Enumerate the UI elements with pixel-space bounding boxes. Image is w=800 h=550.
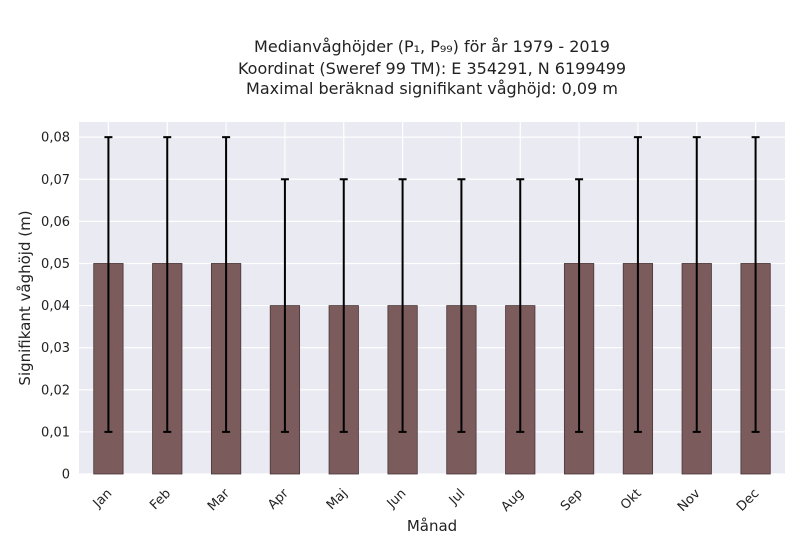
- error-bar-dec: [751, 136, 760, 433]
- error-bar-jun: [398, 178, 407, 433]
- y-tick-labels: 0 0,01 0,02 0,03 0,04 0,05 0,06 0,07 0,08: [41, 131, 70, 483]
- y-tick-label: 0: [62, 468, 70, 483]
- error-bar-jan: [104, 136, 113, 433]
- x-tick-label: Okt: [618, 486, 645, 513]
- x-axis-label: Månad: [407, 517, 457, 535]
- y-tick-label: 0,08: [41, 131, 70, 146]
- x-tick-label: Dec: [734, 486, 762, 514]
- chart-title-line-3: Maximal beräknad signifikant våghöjd: 0,…: [246, 79, 618, 98]
- error-bar-jul: [457, 178, 466, 433]
- error-bar-mar: [222, 136, 231, 433]
- x-tick-label: Jun: [384, 486, 410, 512]
- error-bar-nov: [692, 136, 701, 433]
- y-tick-label: 0,03: [41, 341, 70, 356]
- y-tick-label: 0,07: [41, 173, 70, 188]
- x-tick-labels: Jan Feb Mar Apr Maj Jun Jul Aug Sep Okt Nov Dec: [90, 486, 763, 515]
- y-tick-label: 0,02: [41, 383, 70, 398]
- y-tick-label: 0,05: [41, 257, 70, 272]
- x-tick-label: Jul: [446, 486, 468, 508]
- y-tick-label: 0,06: [41, 215, 70, 230]
- x-tick-label: Nov: [675, 486, 704, 515]
- chart-title-line-2: Koordinat (Sweref 99 TM): E 354291, N 61…: [238, 59, 626, 78]
- x-tick-label: Maj: [324, 486, 351, 513]
- x-tick-label: Jan: [90, 486, 115, 511]
- error-bar-sep: [575, 178, 584, 433]
- x-tick-label: Mar: [205, 486, 233, 514]
- x-tick-label: Aug: [499, 486, 528, 515]
- x-tick-label: Feb: [147, 486, 174, 513]
- error-bar-feb: [163, 136, 172, 433]
- x-tick-label: Apr: [265, 486, 292, 513]
- y-axis-label: Signifikant våghöjd (m): [16, 210, 34, 385]
- y-tick-label: 0,01: [41, 425, 70, 440]
- x-tick-label: Sep: [558, 486, 586, 514]
- y-tick-label: 0,04: [41, 299, 70, 314]
- chart-title-line-1: Medianvåghöjder (P₁, P₉₉) för år 1979 - …: [254, 37, 610, 56]
- plot-area: [79, 122, 785, 474]
- error-bar-okt: [633, 136, 642, 433]
- error-bar-aug: [516, 178, 525, 433]
- error-bar-maj: [339, 178, 348, 433]
- error-bar-apr: [280, 178, 289, 433]
- error-bars: [104, 136, 760, 433]
